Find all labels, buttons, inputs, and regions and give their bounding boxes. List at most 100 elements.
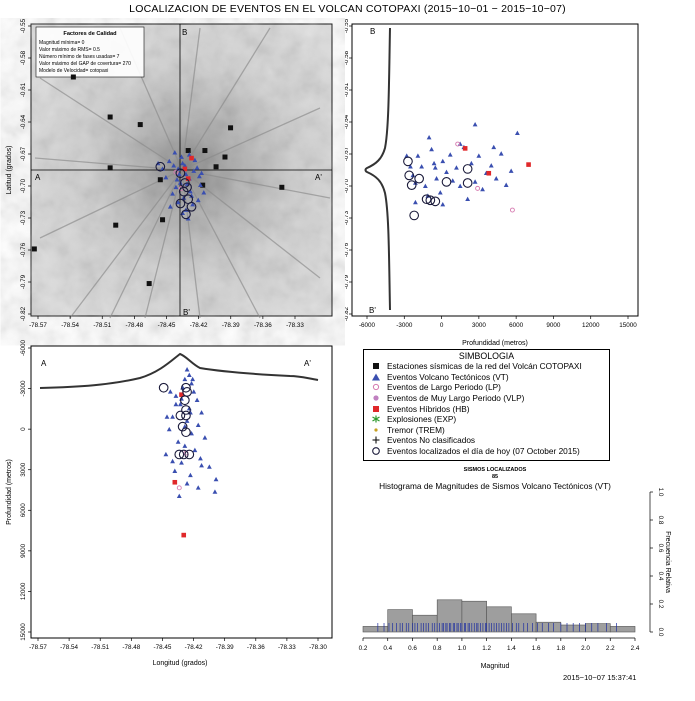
x-tick-label: 2.2 <box>606 645 615 652</box>
vt-marker <box>196 173 202 179</box>
hb-marker <box>486 170 492 176</box>
legend-label: Eventos Volcano Tectónicos (VT) <box>387 371 509 382</box>
today-marker <box>177 421 188 432</box>
vt-marker <box>503 182 509 187</box>
histogram-count: 85 <box>492 474 498 480</box>
vt-marker <box>177 401 183 407</box>
vlp-circle-icon <box>370 393 382 403</box>
vt-marker <box>498 151 504 156</box>
vt-marker <box>440 158 446 164</box>
longitude-depth-y-axis-label: Profundidad (metros) <box>6 459 13 525</box>
today-marker <box>421 194 432 205</box>
section-label-a-prime: A' <box>304 359 311 368</box>
y-tick-label: 0.2 <box>657 600 664 609</box>
vt-marker <box>465 196 471 201</box>
vt-marker <box>431 160 437 166</box>
today-marker <box>181 405 191 415</box>
x-tick-label: -6000 <box>359 322 376 329</box>
today-marker <box>403 156 413 167</box>
vt-marker <box>164 414 170 419</box>
y-tick-label: -0.73 <box>345 210 350 225</box>
today-marker <box>425 195 436 206</box>
today-marker <box>441 177 452 187</box>
x-tick-label: -3000 <box>396 322 413 329</box>
longitude-depth-x-ticks: -78.57 -78.54 -78.51 -78.48 -78.45 -78.42 -78.… <box>29 638 327 651</box>
lp-marker <box>455 141 461 147</box>
legend-label: Eventos Híbridos (HB) <box>387 403 470 414</box>
y-tick-label: -0.67 <box>20 146 27 161</box>
vt-marker <box>201 190 207 195</box>
plus-icon <box>370 435 382 445</box>
vt-marker <box>480 186 485 192</box>
vt-marker <box>172 150 178 155</box>
page-title: LOCALIZACION DE EVENTOS EN EL VOLCAN COT… <box>129 3 566 15</box>
y-tick-label: -0.73 <box>20 210 27 225</box>
vt-marker <box>195 485 201 490</box>
vt-marker <box>195 422 201 428</box>
lp-marker <box>176 485 182 491</box>
vt-marker <box>192 447 198 453</box>
legend-item: Explosiones (EXP) <box>364 414 609 425</box>
legend-label: Tremor (TREM) <box>387 424 445 435</box>
histogram-y-ticks: 0.0 0.2 0.4 0.6 0.8 1.0 <box>649 488 664 637</box>
y-tick-label: -0.82 <box>345 306 350 321</box>
vt-marker <box>212 489 218 494</box>
y-tick-label: 0.8 <box>657 516 664 525</box>
station-marker <box>228 125 234 131</box>
vt-marker <box>176 171 182 177</box>
station-marker <box>200 182 206 188</box>
vt-marker <box>432 165 438 170</box>
vt-marker <box>163 174 169 180</box>
vt-marker <box>172 468 178 473</box>
x-tick-label: 0 <box>440 322 444 329</box>
x-tick-label: 1.6 <box>532 645 541 652</box>
today-marker <box>158 382 169 393</box>
longitude-depth-panel: A A' -6000 -3000 0 3000 6000 9000 12000 15000 -… <box>6 340 333 667</box>
x-tick-label: 0.2 <box>359 645 368 652</box>
station-marker <box>157 177 163 183</box>
quality-line: Modelo de Velocidad= cotopaxi <box>39 68 108 74</box>
x-tick-label: 0.4 <box>383 645 392 652</box>
y-tick-label: -0.70 <box>345 178 350 193</box>
station-marker <box>107 114 113 120</box>
today-marker <box>186 201 197 212</box>
vt-marker <box>163 451 169 457</box>
today-marker <box>178 449 189 460</box>
x-tick-label: 2.0 <box>581 645 590 652</box>
x-tick-label: 6000 <box>509 322 524 329</box>
station-marker <box>222 154 228 160</box>
x-tick-label: -78.33 <box>278 644 296 651</box>
x-tick-label: -78.54 <box>60 644 78 651</box>
map-markers <box>31 74 285 287</box>
vt-marker <box>493 176 499 181</box>
legend-item: Eventos Híbridos (HB) <box>364 403 609 414</box>
legend-item: Eventos de Muy Largo Periodo (VLP) <box>364 393 609 404</box>
vt-marker <box>514 130 520 136</box>
station-square-icon <box>370 361 382 371</box>
vt-marker <box>182 163 188 168</box>
vt-marker <box>488 163 494 168</box>
today-marker <box>462 164 473 174</box>
vt-marker <box>189 193 194 198</box>
legend-label: Eventos de Muy Largo Periodo (VLP) <box>387 393 525 404</box>
vt-marker <box>184 418 190 423</box>
section-label-b: B <box>182 28 187 37</box>
lp-marker <box>475 185 481 191</box>
vt-marker <box>170 191 175 196</box>
x-tick-label: -78.39 <box>222 322 240 329</box>
vt-marker <box>173 184 179 190</box>
y-tick-label: 15000 <box>20 623 27 641</box>
today-marker <box>175 168 186 179</box>
vt-marker <box>175 439 181 444</box>
station-marker <box>279 184 285 190</box>
x-tick-label: -78.42 <box>185 644 203 651</box>
vt-marker <box>174 177 180 182</box>
station-marker <box>31 246 37 252</box>
depth-latitude-panel: B B' -0.55 -0.58 -0.61 -0.64 -0.67 -0.70 -0.73… <box>345 18 639 347</box>
vt-marker <box>415 153 421 158</box>
vt-marker <box>186 152 192 157</box>
quality-line: Magnitud mínima= 0 <box>39 40 85 46</box>
vt-marker <box>457 183 463 189</box>
longitude-depth-markers <box>158 367 219 538</box>
vt-marker <box>189 380 194 386</box>
